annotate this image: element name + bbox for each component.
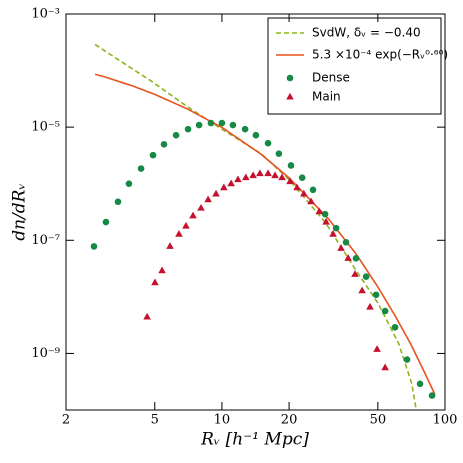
point <box>137 165 145 172</box>
point <box>102 218 110 226</box>
point <box>337 244 345 251</box>
point <box>307 197 315 205</box>
point <box>252 131 260 139</box>
point <box>227 179 235 187</box>
point <box>287 162 295 169</box>
point <box>160 141 168 148</box>
point <box>189 211 197 219</box>
point <box>256 169 264 177</box>
legend-box <box>267 17 442 115</box>
point <box>358 286 366 294</box>
point <box>195 121 203 129</box>
point <box>321 210 329 218</box>
point <box>372 291 380 299</box>
point <box>416 380 424 388</box>
point <box>125 180 133 188</box>
point <box>234 175 242 183</box>
point <box>158 266 166 274</box>
point <box>428 392 436 399</box>
y-tick-label: 10⁻⁵ <box>31 120 60 135</box>
point <box>175 230 183 237</box>
legend-label: Dense <box>312 71 350 85</box>
point <box>172 131 180 139</box>
point <box>249 171 257 179</box>
point <box>151 278 159 286</box>
point <box>184 125 192 133</box>
point <box>315 207 324 215</box>
x-tick-label: 10 <box>214 413 231 428</box>
point <box>403 356 411 363</box>
point <box>264 169 272 177</box>
y-axis-label: dn/dRᵥ <box>10 183 30 241</box>
point <box>351 270 359 277</box>
point <box>381 363 389 371</box>
point <box>229 121 237 129</box>
point <box>366 302 374 310</box>
point <box>149 151 157 159</box>
point <box>114 198 122 206</box>
point <box>278 173 286 181</box>
point <box>322 217 330 225</box>
point <box>264 139 272 147</box>
x-axis-label: Rᵥ [h⁻¹ Mpc] <box>200 430 309 450</box>
x-tick-label: 5 <box>151 413 159 428</box>
x-tick-label: 50 <box>370 413 387 428</box>
legend-swatch <box>286 74 294 82</box>
point <box>391 323 399 331</box>
point <box>90 243 98 250</box>
point <box>212 189 220 197</box>
x-tick-label: 100 <box>433 413 458 428</box>
x-tick-label: 20 <box>281 413 298 428</box>
point <box>242 173 250 181</box>
point <box>220 183 228 191</box>
y-tick-label: 10⁻⁷ <box>31 233 60 248</box>
point <box>197 203 205 211</box>
point <box>143 312 151 320</box>
point <box>166 242 174 249</box>
point <box>241 125 249 133</box>
point <box>271 171 279 179</box>
plot-area <box>90 43 436 408</box>
x-tick-label: 2 <box>62 413 70 428</box>
point <box>309 186 317 194</box>
point <box>293 183 301 191</box>
point <box>362 273 370 280</box>
point <box>286 177 294 185</box>
point <box>182 221 190 229</box>
point <box>204 195 212 203</box>
point <box>344 254 352 261</box>
point <box>329 230 337 237</box>
point <box>207 119 215 127</box>
y-tick-label: 10⁻³ <box>31 7 60 22</box>
point <box>381 307 389 315</box>
point <box>332 224 340 232</box>
legend-label: 5.3 ×10⁻⁴ exp(−Rᵥ⁰·⁶⁰) <box>312 48 448 62</box>
legend-label: SvdW, δᵥ = −0.40 <box>312 26 421 40</box>
plot-frame <box>65 13 446 411</box>
point <box>298 174 306 181</box>
series-line <box>94 73 436 395</box>
point <box>352 255 360 262</box>
point <box>300 189 308 197</box>
point <box>218 119 226 127</box>
y-tick-label: 10⁻⁹ <box>31 346 60 361</box>
point <box>342 239 350 246</box>
point <box>373 345 381 352</box>
legend-swatch <box>286 92 294 100</box>
point <box>275 150 283 157</box>
legend-label: Main <box>312 90 341 104</box>
